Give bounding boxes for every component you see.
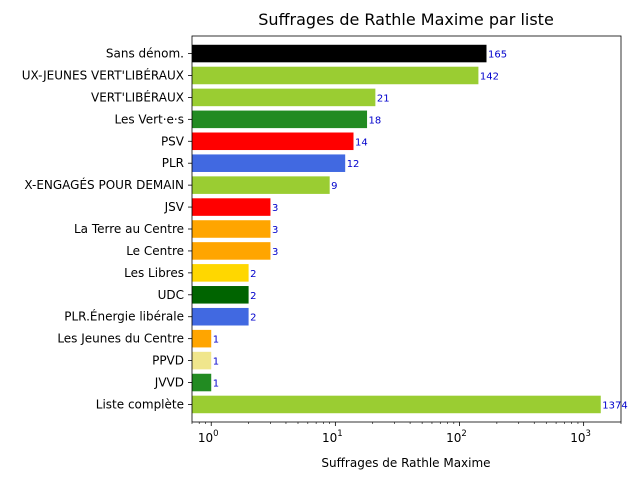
bar — [192, 264, 249, 282]
data-label: 21 — [377, 93, 390, 104]
bar — [192, 154, 346, 172]
y-tick-label: Les Vert·e·s — [115, 112, 185, 126]
bar — [192, 395, 601, 414]
y-tick-label: JVVD — [154, 376, 184, 390]
x-axis-label: Suffrages de Rathle Maxime — [321, 456, 490, 470]
data-label: 3 — [272, 203, 278, 214]
bar — [192, 242, 271, 260]
bar — [192, 110, 368, 129]
data-label: 165 — [488, 50, 507, 61]
axes-layer: Sans dénom. UX-JEUNES VERT'LIBÉRAUX VERT'L… — [22, 35, 622, 445]
bar — [192, 176, 330, 194]
y-tick-label: Liste complète — [96, 397, 184, 411]
y-tick-label: PSV — [161, 134, 185, 148]
y-tick-label: Les Libres — [124, 266, 184, 280]
plot-frame — [191, 35, 622, 423]
y-tick-label: JSV — [164, 200, 185, 214]
y-tick-label: X-ENGAGÉS POUR DEMAIN — [24, 177, 184, 192]
data-label: 3 — [272, 225, 278, 236]
bar — [192, 66, 479, 85]
bar — [192, 88, 376, 107]
y-tick-label: PPVD — [152, 354, 184, 368]
bar — [192, 373, 212, 392]
data-label: 9 — [331, 181, 337, 192]
y-tick-label: La Terre au Centre — [74, 222, 184, 236]
data-label: 1374 — [602, 400, 627, 411]
data-label: 12 — [347, 159, 360, 170]
bar — [192, 198, 271, 216]
data-label: 2 — [250, 269, 256, 280]
y-tick-label: UDC — [158, 288, 184, 302]
x-tick-label: 102 — [446, 429, 467, 445]
y-tick-label: VERT'LIBÉRAUX — [91, 89, 184, 104]
bar — [192, 307, 249, 326]
y-tick-label: Les Jeunes du Centre — [57, 332, 184, 346]
bar — [192, 351, 212, 370]
y-tick-label: PLR.Énergie libérale — [64, 309, 184, 324]
bar — [192, 220, 271, 238]
data-label: 142 — [480, 71, 499, 82]
bar — [192, 286, 249, 304]
data-label: 2 — [250, 291, 256, 302]
data-label: 1 — [213, 357, 219, 368]
bar — [192, 132, 354, 151]
bar — [192, 44, 487, 63]
x-tick-label: 103 — [570, 429, 591, 445]
y-tick-label: UX-JEUNES VERT'LIBÉRAUX — [22, 67, 184, 82]
data-label: 3 — [272, 247, 278, 258]
y-tick-label: PLR — [162, 156, 184, 170]
data-label: 1 — [213, 335, 219, 346]
bar — [192, 329, 212, 348]
data-label: 14 — [355, 137, 368, 148]
x-tick-label: 101 — [322, 429, 343, 445]
y-tick-label: Le Centre — [126, 244, 184, 258]
chart-title: Suffrages de Rathle Maxime par liste — [258, 10, 554, 29]
data-label: 1 — [213, 379, 219, 390]
y-tick-label: Sans dénom. — [106, 47, 184, 61]
x-tick-label: 100 — [198, 429, 219, 445]
data-label: 2 — [250, 313, 256, 324]
data-label: 18 — [369, 115, 382, 126]
